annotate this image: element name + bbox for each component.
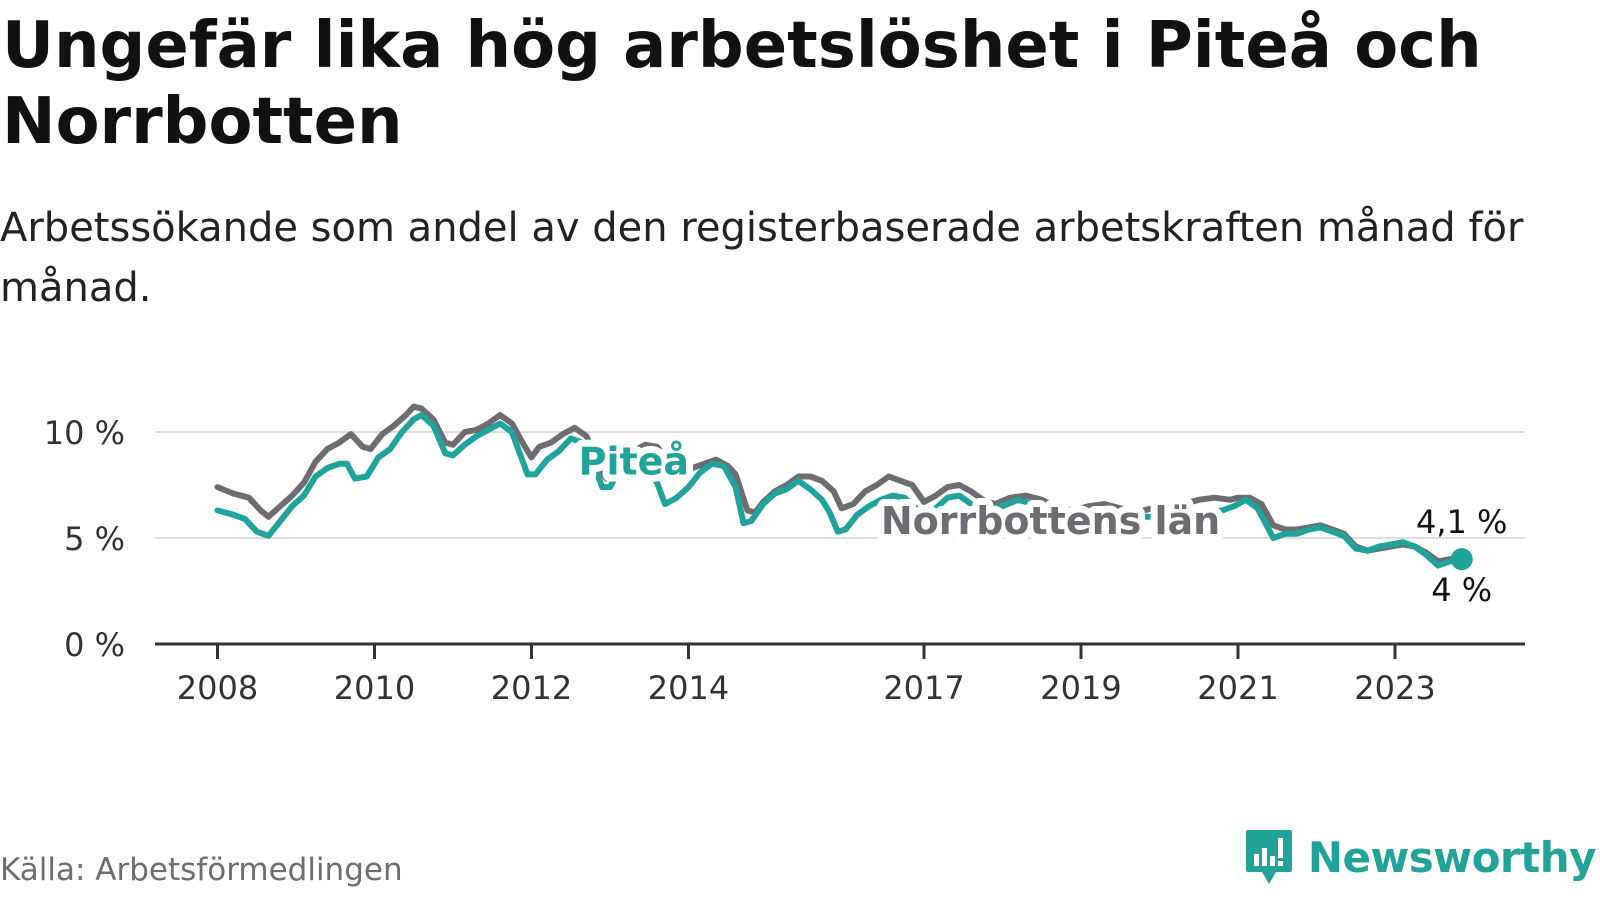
source-note: Källa: Arbetsförmedlingen: [0, 852, 403, 888]
series-label-pitea-halo: Piteå: [579, 439, 689, 483]
x-axis-ticks: 2008 2010 2012 2014 2017 2019 2021 2023: [177, 644, 1436, 707]
y-tick-label: 0 %: [64, 626, 125, 664]
page-title: Ungefär lika hög arbetslöshet i Piteå oc…: [2, 9, 1482, 159]
x-tick-label: 2017: [883, 669, 964, 707]
x-tick-label: 2008: [177, 669, 258, 707]
x-tick-label: 2019: [1040, 669, 1121, 707]
y-axis-ticks: 0 % 5 % 10 %: [44, 414, 125, 664]
grid-lines: [155, 431, 1525, 646]
x-tick-label: 2021: [1197, 669, 1278, 707]
y-tick-label: 5 %: [64, 520, 125, 558]
end-label-norrbotten: 4,1 %: [1416, 503, 1507, 541]
page-subtitle: Arbetssökande som andel av den registerb…: [0, 205, 1524, 311]
series-line-norrbotten: [214, 403, 1465, 565]
series-line-pitea: [214, 412, 1465, 569]
x-tick-label: 2012: [491, 669, 572, 707]
x-tick-label: 2023: [1354, 669, 1435, 707]
series-label-pitea: Piteå: [579, 439, 689, 483]
brand-name: Newsworthy: [1307, 832, 1597, 882]
y-tick-label: 10 %: [44, 414, 125, 452]
series-label-norrbotten-halo: Norrbottens län: [881, 499, 1220, 543]
brand-logo: Newsworthy: [1244, 828, 1597, 886]
end-point-pitea: [1450, 548, 1473, 571]
series-label-norrbotten: Norrbottens län: [881, 499, 1220, 543]
x-tick-label: 2010: [334, 669, 415, 707]
newsworthy-logo-icon: [1245, 830, 1292, 884]
series-lines: [214, 403, 1473, 571]
end-label-pitea: 4 %: [1431, 571, 1492, 609]
x-tick-label: 2014: [648, 669, 729, 707]
